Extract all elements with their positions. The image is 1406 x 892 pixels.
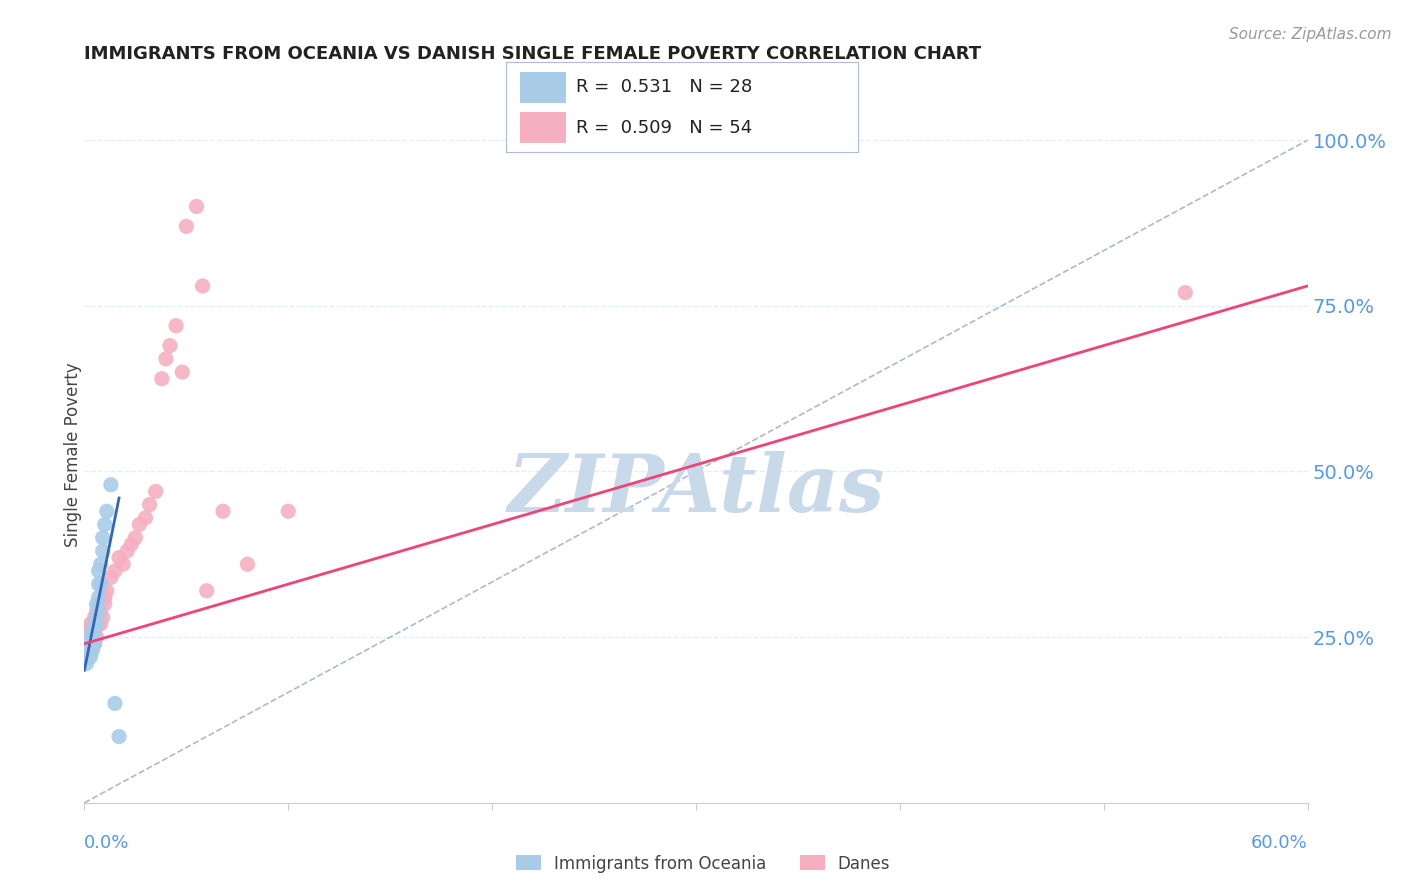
Point	[86, 610, 108, 624]
Point	[155, 351, 177, 366]
Point	[87, 564, 110, 578]
Point	[75, 657, 97, 671]
Point	[174, 219, 197, 234]
Point	[87, 577, 110, 591]
Point	[79, 616, 101, 631]
Point	[82, 624, 104, 638]
Point	[79, 630, 101, 644]
Point	[93, 591, 117, 605]
Point	[100, 477, 122, 491]
Point	[86, 616, 108, 631]
Point	[77, 650, 100, 665]
Point	[79, 630, 101, 644]
Point	[77, 630, 100, 644]
Point	[87, 591, 110, 605]
Point	[83, 624, 105, 638]
Point	[77, 637, 100, 651]
Point	[135, 511, 157, 525]
Point	[159, 338, 181, 352]
Point	[79, 624, 101, 638]
Point	[87, 604, 110, 618]
Point	[124, 531, 146, 545]
Point	[77, 643, 100, 657]
Point	[91, 531, 114, 545]
Point	[86, 597, 108, 611]
Point	[83, 637, 105, 651]
Point	[96, 504, 118, 518]
Text: IMMIGRANTS FROM OCEANIA VS DANISH SINGLE FEMALE POVERTY CORRELATION CHART: IMMIGRANTS FROM OCEANIA VS DANISH SINGLE…	[84, 45, 981, 62]
Text: 0.0%: 0.0%	[84, 834, 129, 852]
Point	[1174, 285, 1197, 300]
Point	[83, 610, 105, 624]
Point	[108, 550, 131, 565]
Point	[75, 650, 97, 665]
Text: 60.0%: 60.0%	[1251, 834, 1308, 852]
Point	[90, 577, 112, 591]
Point	[79, 643, 101, 657]
Point	[79, 637, 101, 651]
Point	[87, 616, 110, 631]
Point	[145, 484, 167, 499]
Y-axis label: Single Female Poverty: Single Female Poverty	[65, 363, 82, 547]
FancyBboxPatch shape	[520, 112, 565, 143]
Point	[191, 279, 214, 293]
Point	[186, 199, 208, 213]
Point	[90, 616, 112, 631]
Point	[79, 650, 101, 665]
Point	[86, 616, 108, 631]
Point	[165, 318, 187, 333]
Point	[115, 544, 138, 558]
Point	[108, 730, 131, 744]
Point	[90, 604, 112, 618]
Point	[86, 610, 108, 624]
Point	[277, 504, 299, 518]
Point	[138, 498, 160, 512]
Point	[86, 630, 108, 644]
Point	[87, 604, 110, 618]
Text: Source: ZipAtlas.com: Source: ZipAtlas.com	[1229, 27, 1392, 42]
Legend: Immigrants from Oceania, Danes: Immigrants from Oceania, Danes	[509, 848, 897, 880]
Point	[96, 583, 118, 598]
Point	[82, 630, 104, 644]
Point	[83, 616, 105, 631]
Point	[172, 365, 194, 379]
Point	[93, 517, 117, 532]
Point	[82, 643, 104, 657]
Point	[83, 616, 105, 631]
Point	[104, 697, 127, 711]
Point	[87, 610, 110, 624]
Point	[91, 610, 114, 624]
Point	[83, 637, 105, 651]
Point	[90, 558, 112, 572]
Point	[120, 537, 142, 551]
Text: ZIPAtlas: ZIPAtlas	[508, 451, 884, 528]
Point	[82, 616, 104, 631]
Point	[212, 504, 235, 518]
Point	[82, 624, 104, 638]
Point	[86, 604, 108, 618]
Point	[83, 624, 105, 638]
Point	[77, 624, 100, 638]
Point	[91, 544, 114, 558]
Point	[195, 583, 218, 598]
Point	[236, 558, 259, 572]
Point	[128, 517, 150, 532]
Text: R =  0.531   N = 28: R = 0.531 N = 28	[576, 78, 752, 96]
Point	[93, 597, 117, 611]
Point	[82, 637, 104, 651]
Point	[82, 630, 104, 644]
Point	[100, 570, 122, 584]
FancyBboxPatch shape	[520, 72, 565, 103]
Point	[75, 643, 97, 657]
Point	[150, 372, 173, 386]
Text: R =  0.509   N = 54: R = 0.509 N = 54	[576, 119, 752, 136]
Point	[104, 564, 127, 578]
Point	[112, 558, 135, 572]
